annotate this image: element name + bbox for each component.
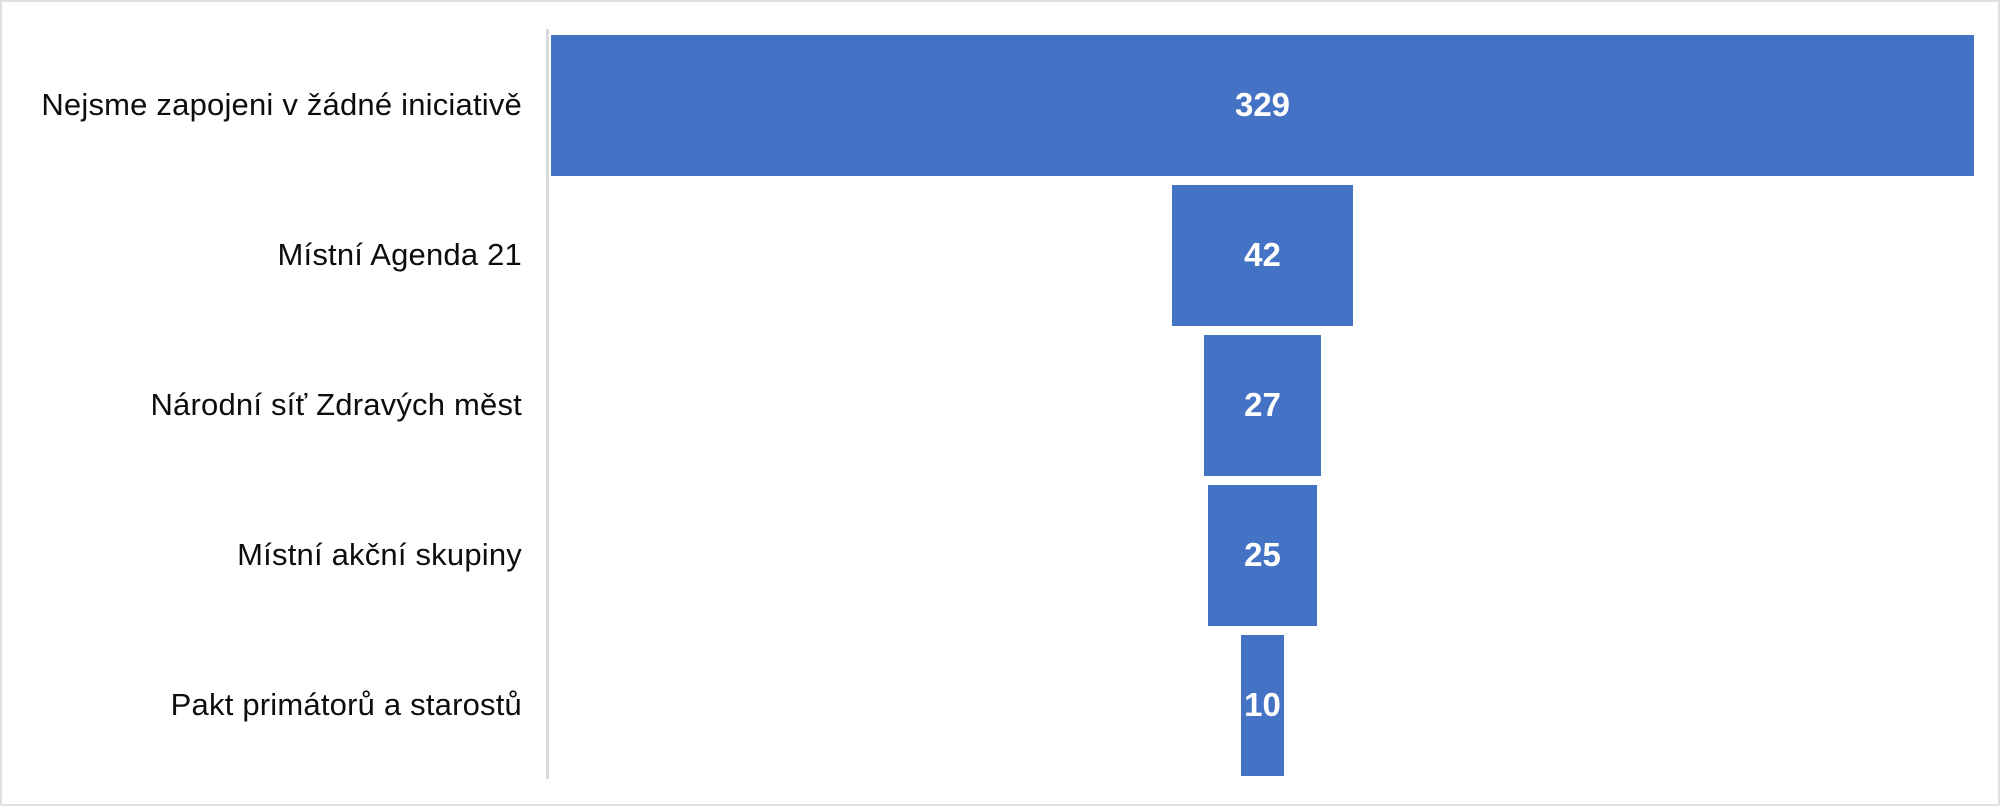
chart-row: 25: [551, 480, 1974, 630]
category-label: Místní akční skupiny: [237, 537, 522, 572]
funnel-bar: 25: [1208, 484, 1317, 626]
category-label: Národní síť Zdravých měst: [150, 387, 522, 422]
category-label: Pakt primátorů a starostů: [170, 687, 522, 722]
bar-value-label: 329: [1234, 86, 1291, 123]
plot-area: 329 42 27 25 10: [551, 30, 1974, 780]
funnel-bar: 329: [551, 34, 1974, 176]
chart-row: 42: [551, 180, 1974, 330]
funnel-bar: 10: [1240, 634, 1285, 776]
bar-value-label: 42: [1244, 236, 1281, 273]
bar-value-label: 10: [1244, 686, 1281, 723]
category-label: Místní Agenda 21: [277, 237, 522, 272]
bar-value-label: 27: [1244, 386, 1281, 423]
category-axis-line: [546, 29, 549, 779]
category-label: Nejsme zapojeni v žádné iniciativě: [41, 87, 522, 122]
funnel-bar: 42: [1171, 184, 1354, 326]
chart-row: 10: [551, 630, 1974, 780]
category-axis-labels: Nejsme zapojeni v žádné iniciativě Místní…: [2, 30, 522, 780]
chart-row: 329: [551, 30, 1974, 180]
bar-value-label: 25: [1244, 536, 1281, 573]
chart-row: 27: [551, 330, 1974, 480]
funnel-bar: 27: [1204, 334, 1321, 476]
